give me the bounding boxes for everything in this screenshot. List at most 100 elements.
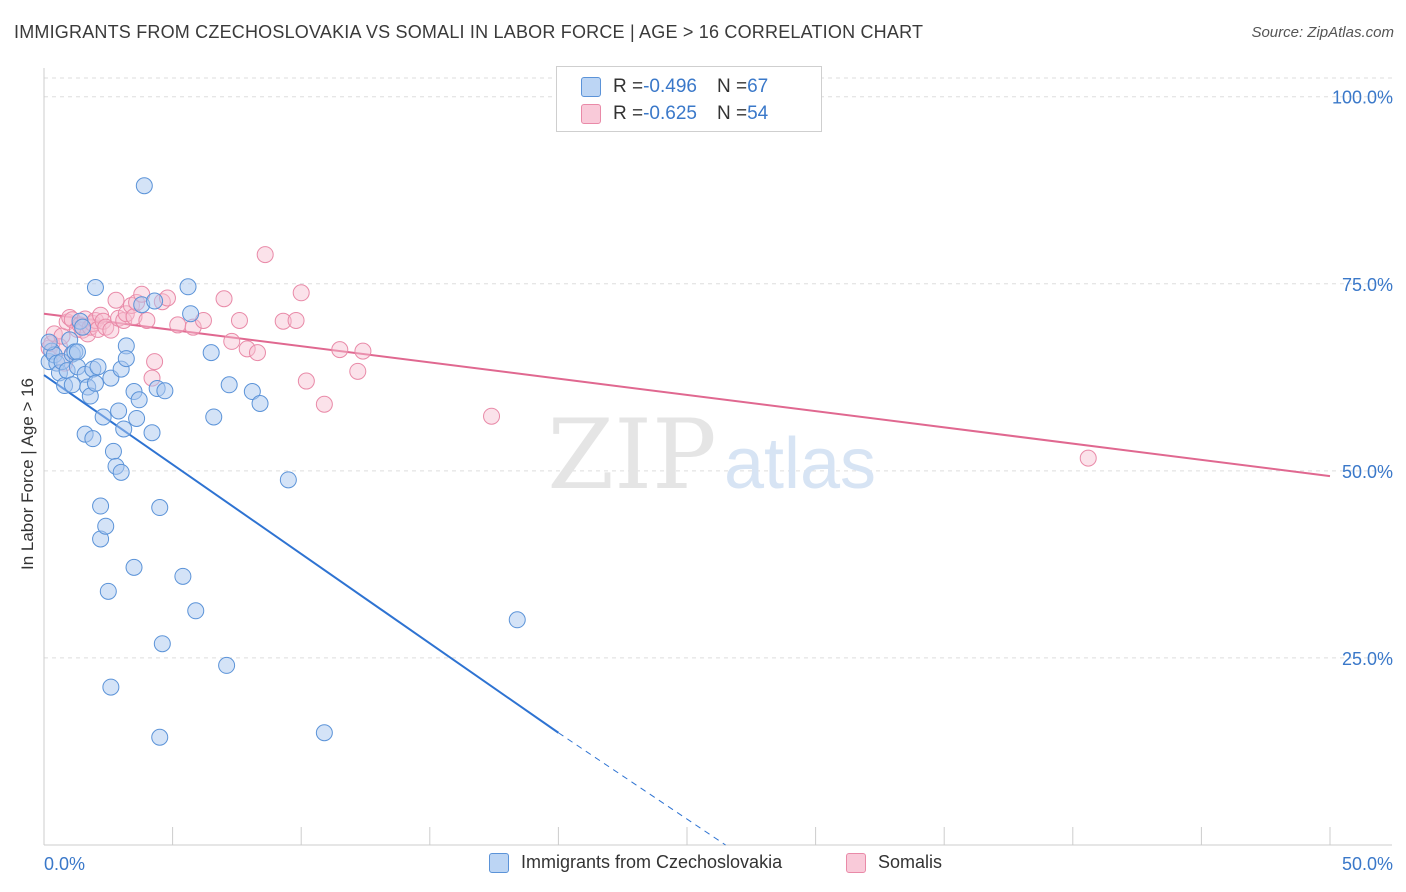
- czechoslovakia-point: [156, 382, 174, 400]
- somalis-point: [238, 340, 256, 358]
- czechoslovakia-point: [220, 376, 238, 394]
- legend-row-pink: R = -0.625 N = 54: [581, 103, 768, 125]
- pink-swatch: [581, 104, 601, 124]
- somalis-point: [169, 316, 187, 334]
- y-tick-label: 50.0%: [1342, 462, 1393, 482]
- czechoslovakia-point: [151, 728, 169, 746]
- somalis-point: [287, 311, 305, 329]
- series-legend: Immigrants from Czechoslovakia Somalis: [0, 852, 1406, 876]
- czechoslovakia-point: [89, 358, 107, 376]
- watermark-zip: ZIP: [547, 399, 716, 511]
- somalis-point: [349, 362, 367, 380]
- czechoslovakia-point: [128, 409, 146, 427]
- trendlines: [43, 312, 1331, 846]
- somalis-point: [102, 321, 120, 339]
- grid-lines: [44, 77, 1392, 659]
- czechoslovakia-point: [243, 383, 261, 401]
- y-tick-label: 25.0%: [1342, 649, 1393, 669]
- czechoslovakia-point: [218, 656, 236, 674]
- somalis-point: [1079, 449, 1097, 467]
- blue-swatch: [581, 77, 601, 97]
- r-label: R =: [613, 103, 644, 124]
- czechoslovakia-point: [86, 279, 104, 297]
- somalis-point: [256, 246, 274, 264]
- somalis-point: [297, 372, 315, 390]
- tick-labels: 25.0% 50.0% 75.0% 100.0% 0.0% 50.0%: [44, 88, 1393, 874]
- legend-label-czechoslovakia: Immigrants from Czechoslovakia: [521, 852, 783, 872]
- czechoslovakia-point: [99, 582, 117, 600]
- y-axis-label: In Labor Force | Age > 16: [18, 377, 37, 570]
- n-label: N =: [716, 103, 748, 124]
- x-tick-label: 0.0%: [44, 854, 85, 874]
- czechoslovakia-point: [74, 318, 92, 336]
- legend-item-somalis: Somalis: [846, 852, 942, 873]
- czechoslovakia-point: [251, 395, 269, 413]
- czechoslovakia-point: [146, 292, 164, 310]
- czechoslovakia-point: [110, 402, 128, 420]
- czechoslovakia-point: [63, 376, 81, 394]
- czechoslovakia-point: [104, 442, 122, 460]
- somalis-point: [138, 311, 156, 329]
- correlation-legend: R = -0.496 N = 67 R = -0.625 N = 54: [556, 66, 822, 132]
- czechoslovakia-point: [102, 678, 120, 696]
- watermark-atlas: atlas: [724, 424, 876, 504]
- somalis-point: [215, 290, 233, 308]
- czechoslovakia-point: [508, 611, 526, 629]
- somalis-point: [97, 318, 115, 336]
- czechoslovakia-point: [135, 177, 153, 195]
- n-value: 54: [747, 103, 769, 124]
- legend-item-czechoslovakia: Immigrants from Czechoslovakia: [489, 852, 782, 873]
- trendline-czechoslovakia-extension: [558, 732, 726, 846]
- somalis-point: [292, 284, 310, 302]
- czechoslovakia-point: [117, 350, 135, 368]
- n-label: N =: [716, 76, 748, 97]
- somalis-point: [354, 342, 372, 360]
- blue-swatch: [489, 852, 509, 873]
- somalis-point: [146, 353, 164, 371]
- czechoslovakia-point: [279, 471, 297, 489]
- x-tick-label: 50.0%: [1342, 854, 1393, 874]
- czechoslovakia-point: [125, 558, 143, 576]
- somalis-point: [107, 291, 125, 309]
- data-points: [40, 177, 1097, 746]
- somalis-point: [248, 344, 266, 362]
- czechoslovakia-point: [115, 420, 133, 438]
- czechoslovakia-point: [94, 408, 112, 426]
- czechoslovakia-point: [187, 602, 205, 620]
- chart-source: Source: ZipAtlas.com: [1251, 24, 1394, 41]
- czechoslovakia-point: [84, 430, 102, 448]
- czechoslovakia-point: [40, 333, 58, 351]
- czechoslovakia-point: [130, 391, 148, 409]
- somalis-point: [230, 311, 248, 329]
- czechoslovakia-point: [151, 499, 169, 517]
- somalis-point: [115, 311, 133, 329]
- chart-title: IMMIGRANTS FROM CZECHOSLOVAKIA VS SOMALI…: [14, 22, 924, 42]
- axes: [43, 68, 1392, 846]
- czechoslovakia-point: [315, 724, 333, 742]
- czechoslovakia-point: [97, 517, 115, 535]
- somalis-point: [315, 395, 333, 413]
- legend-label-somalis: Somalis: [878, 852, 943, 872]
- trendline-somalis: [43, 312, 1331, 478]
- r-value: -0.496: [643, 76, 697, 97]
- y-tick-label: 75.0%: [1342, 275, 1393, 295]
- somalis-point: [223, 332, 241, 350]
- czechoslovakia-point: [68, 343, 86, 361]
- r-value: -0.625: [643, 103, 697, 124]
- czechoslovakia-point: [205, 408, 223, 426]
- czechoslovakia-point: [92, 497, 110, 515]
- czechoslovakia-point: [86, 374, 104, 392]
- czechoslovakia-point: [179, 278, 197, 296]
- czechoslovakia-point: [112, 463, 130, 481]
- n-value: 67: [747, 76, 769, 97]
- czechoslovakia-point: [153, 635, 171, 653]
- legend-row-blue: R = -0.496 N = 67: [581, 76, 768, 98]
- y-tick-label: 100.0%: [1332, 88, 1393, 108]
- czechoslovakia-point: [182, 305, 200, 323]
- somalis-point: [331, 341, 349, 359]
- somalis-point: [125, 308, 143, 326]
- r-label: R =: [613, 76, 644, 97]
- czechoslovakia-point: [202, 344, 220, 362]
- czechoslovakia-point: [143, 424, 161, 442]
